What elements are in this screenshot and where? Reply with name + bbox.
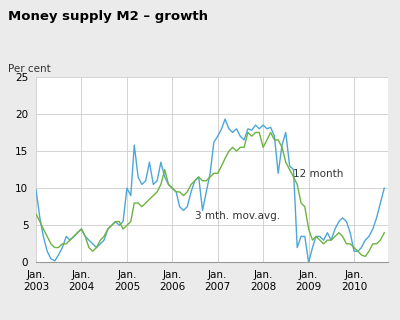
Text: Per cent: Per cent (8, 64, 51, 74)
Text: 12 month: 12 month (294, 169, 344, 179)
Text: 3 mth. mov.avg.: 3 mth. mov.avg. (195, 211, 280, 221)
Text: Money supply M2 – growth: Money supply M2 – growth (8, 10, 208, 23)
